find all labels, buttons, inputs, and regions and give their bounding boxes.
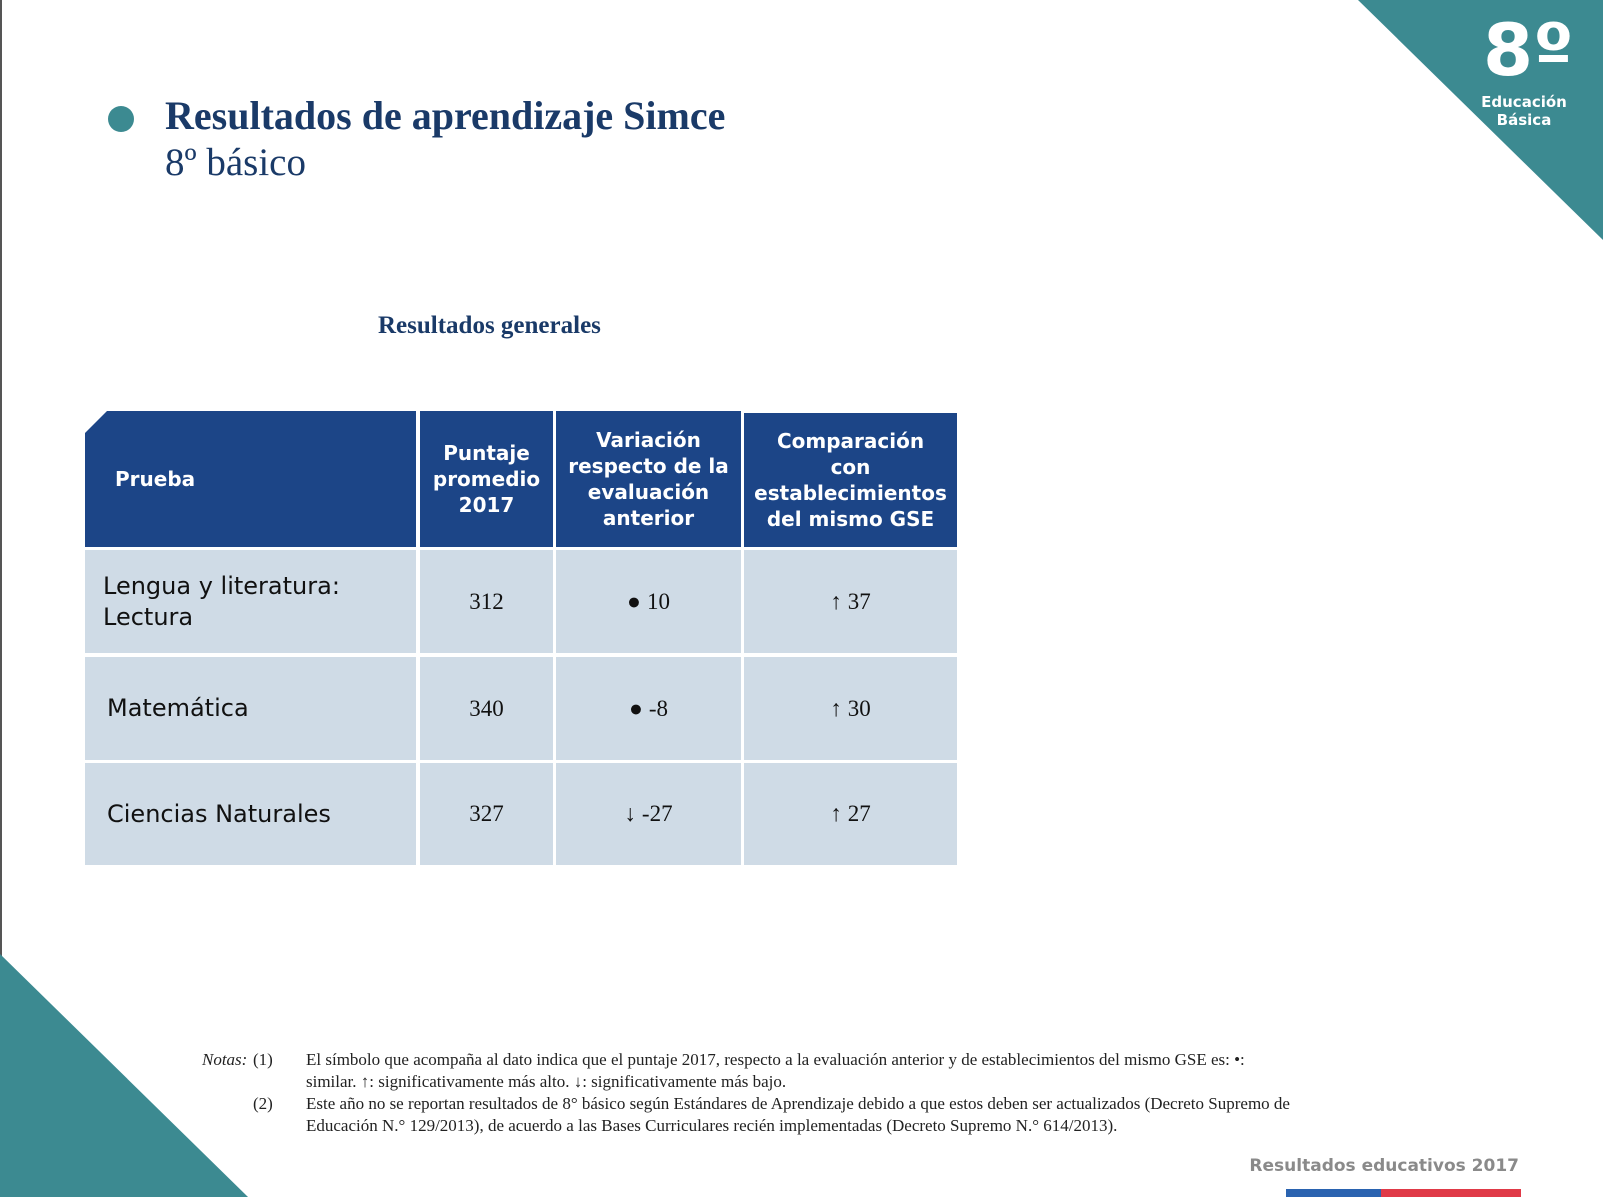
header-comparacion: Comparación con establecimientos del mis… — [744, 413, 957, 547]
variacion-value: 10 — [646, 588, 670, 614]
table-cell-variacion: ↓ -27 — [556, 763, 741, 865]
comparacion-value: 27 — [847, 801, 871, 826]
arrow-up-icon: ↑ — [830, 695, 842, 721]
grade-badge-line2: Básica — [1496, 111, 1552, 129]
flag-bar-red — [1381, 1189, 1521, 1197]
header-variacion: Variación respecto de la evaluación ante… — [556, 411, 741, 547]
page-left-border — [0, 0, 2, 1197]
comparacion-value: 30 — [847, 695, 871, 721]
header-prueba: Prueba — [85, 411, 416, 547]
variacion-value: -8 — [648, 695, 669, 721]
note-text: El símbolo que acompaña al dato indica q… — [306, 1050, 1245, 1091]
comparacion-value: 37 — [847, 588, 871, 614]
grade-badge-label: Educación Básica — [1469, 93, 1579, 129]
notes-label: Notas: — [202, 1050, 248, 1069]
page-title: Resultados de aprendizaje Simce — [165, 93, 726, 138]
table-cell-variacion: ● -8 — [556, 657, 741, 760]
similar-dot-icon: ● — [627, 588, 641, 614]
arrow-up-icon: ↑ — [830, 588, 842, 614]
note-number: (2) — [253, 1094, 273, 1113]
table-cell-puntaje: 340 — [420, 657, 553, 760]
title-bullet-icon — [108, 106, 134, 132]
variacion-value: -27 — [641, 801, 673, 826]
table-cell-comparacion: ↑ 27 — [744, 763, 957, 865]
note-item: Notas: (1) El símbolo que acompaña al da… — [202, 1049, 1296, 1093]
table-cell-puntaje: 327 — [420, 763, 553, 865]
note-item: (2) Este año no se reportan resultados d… — [202, 1093, 1296, 1137]
table-row-label: Matemática — [85, 657, 416, 760]
arrow-up-icon: ↑ — [830, 801, 842, 826]
page-subtitle: 8º básico — [165, 141, 306, 184]
note-text: Este año no se reportan resultados de 8°… — [306, 1094, 1290, 1135]
notes: Notas: (1) El símbolo que acompaña al da… — [202, 1049, 1296, 1137]
table-row-label: Lengua y literatura: Lectura — [85, 550, 416, 653]
similar-dot-icon: ● — [628, 695, 643, 721]
table-cell-variacion: ● 10 — [556, 550, 741, 653]
table-cell-comparacion: ↑ 30 — [744, 657, 957, 760]
arrow-down-icon: ↓ — [624, 801, 636, 826]
table-row-label: Ciencias Naturales — [85, 763, 416, 865]
flag-bar-blue — [1286, 1189, 1381, 1197]
grade-badge-line1: Educación — [1481, 93, 1567, 111]
section-title: Resultados generales — [378, 312, 601, 339]
header-puntaje: Puntaje promedio 2017 — [420, 411, 553, 547]
table-cell-comparacion: ↑ 37 — [744, 550, 957, 653]
footer-text: Resultados educativos 2017 — [1249, 1156, 1519, 1176]
grade-badge-number: 8º — [1483, 8, 1574, 92]
note-number: (1) — [253, 1050, 273, 1069]
table-cell-puntaje: 312 — [420, 550, 553, 653]
